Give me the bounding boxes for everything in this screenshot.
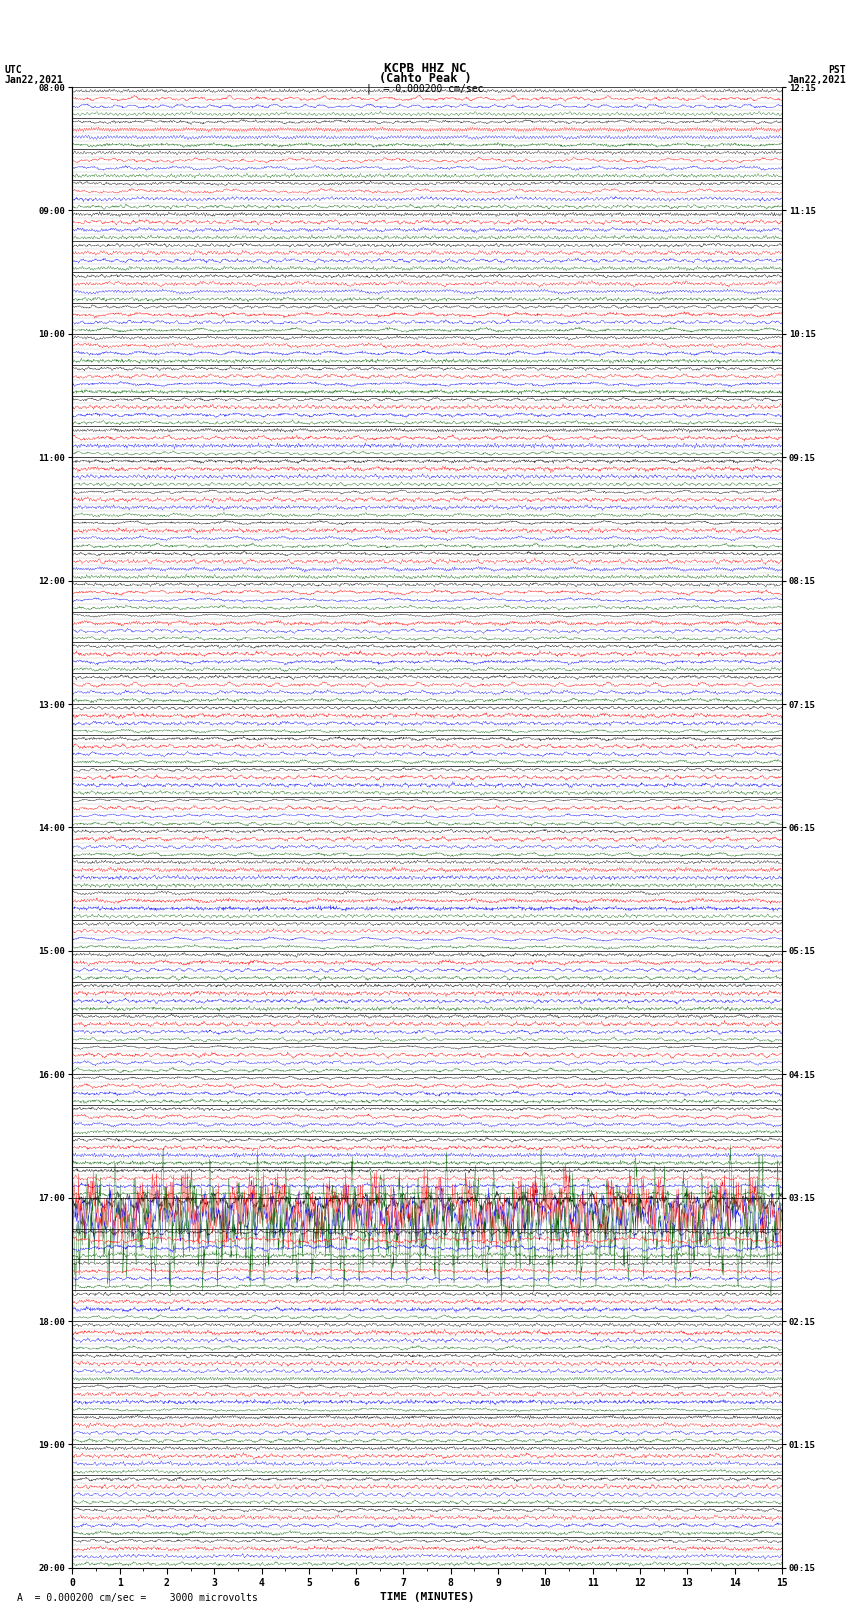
Text: Jan22,2021: Jan22,2021 [787, 76, 846, 85]
X-axis label: TIME (MINUTES): TIME (MINUTES) [380, 1592, 474, 1602]
Text: A  = 0.000200 cm/sec =    3000 microvolts: A = 0.000200 cm/sec = 3000 microvolts [17, 1594, 258, 1603]
Text: |  = 0.000200 cm/sec: | = 0.000200 cm/sec [366, 84, 484, 94]
Text: KCPB HHZ NC: KCPB HHZ NC [383, 61, 467, 76]
Text: UTC: UTC [4, 65, 22, 76]
Text: PST: PST [828, 65, 846, 76]
Text: (Cahto Peak ): (Cahto Peak ) [379, 71, 471, 84]
Text: Jan22,2021: Jan22,2021 [4, 76, 63, 85]
